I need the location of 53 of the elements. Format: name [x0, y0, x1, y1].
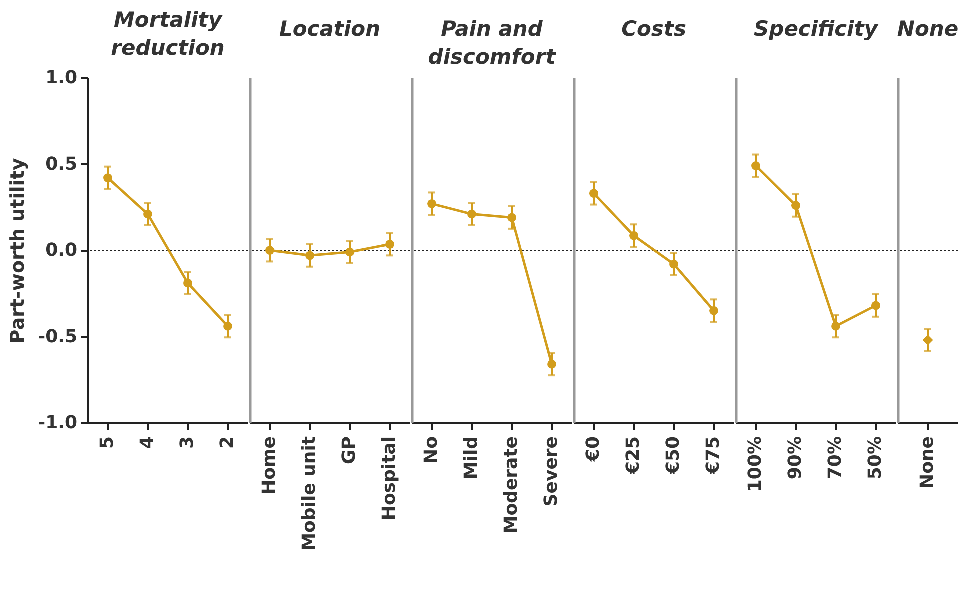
x-tick-label: GP: [339, 436, 360, 464]
chart-title: Specificity: [754, 17, 880, 41]
point: [792, 201, 800, 210]
x-tick-label: 90%: [785, 436, 806, 480]
point: [306, 251, 314, 260]
x-tick-label: 100%: [745, 436, 766, 492]
point: [548, 360, 556, 369]
point: [752, 162, 760, 170]
x-tick-label: 5: [97, 436, 118, 450]
y-tick-label: -1.0: [38, 412, 78, 434]
point: [508, 213, 516, 222]
x-tick-label: €50: [663, 436, 684, 476]
point: [428, 199, 436, 208]
point: [630, 231, 638, 240]
x-tick-label: 2: [217, 436, 238, 450]
point: [872, 301, 880, 310]
chart-title: None: [897, 17, 959, 41]
chart-title: Pain and discomfort: [428, 17, 557, 69]
point: [266, 246, 274, 255]
x-tick-label: Severe: [541, 436, 562, 507]
x-tick-label: €0: [583, 436, 604, 463]
y-tick-label: 0.5: [46, 154, 78, 175]
x-tick-label: Home: [259, 436, 280, 495]
chart-title: Location: [279, 17, 381, 41]
x-tick-label: No: [421, 436, 442, 464]
point: [468, 210, 476, 219]
x-tick-label: 4: [137, 436, 158, 450]
point: [144, 210, 152, 219]
point: [386, 240, 394, 249]
x-tick-label: €75: [703, 436, 724, 476]
x-tick-label: €25: [623, 436, 644, 476]
y-tick-label: 0.0: [46, 240, 78, 261]
point: [832, 322, 840, 331]
x-tick-label: 50%: [865, 436, 886, 480]
chart-title: Costs: [622, 17, 686, 41]
x-tick-label: 70%: [825, 436, 846, 480]
chart-title: Mortality reduction: [111, 8, 225, 60]
y-tick-label: -0.5: [38, 326, 78, 348]
point: [104, 174, 112, 183]
x-tick-label: None: [917, 436, 938, 489]
y-axis-title: Part-worth utility: [7, 158, 30, 344]
x-tick-label: Hospital: [379, 436, 400, 521]
x-tick-label: Moderate: [501, 436, 522, 534]
point: [670, 260, 678, 269]
x-tick-label: 3: [177, 436, 198, 450]
point: [224, 322, 232, 331]
point: [710, 306, 718, 316]
point: [346, 248, 354, 257]
point: [184, 278, 192, 288]
y-tick-label: 1.0: [46, 68, 78, 88]
x-tick-label: Mild: [461, 436, 482, 480]
x-tick-label: Mobile unit: [299, 436, 320, 551]
point: [590, 189, 598, 198]
